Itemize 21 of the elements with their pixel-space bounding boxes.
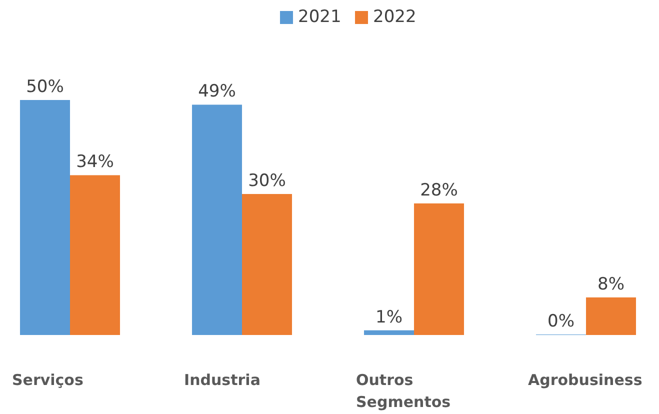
x-tick-label: Agrobusiness xyxy=(528,371,642,389)
x-tick-label: Serviços xyxy=(12,371,84,389)
data-label: 50% xyxy=(26,77,64,97)
data-label: 0% xyxy=(548,312,574,332)
bar xyxy=(364,330,414,335)
data-label: 1% xyxy=(376,307,402,328)
bar xyxy=(192,104,242,335)
data-label: 8% xyxy=(598,274,624,294)
data-label: 34% xyxy=(76,152,114,172)
data-label: 49% xyxy=(198,82,236,102)
bar xyxy=(586,297,636,335)
x-tick-label: Outros Segmentos xyxy=(356,371,451,411)
legend-label: 2021 xyxy=(298,7,342,27)
data-label: 28% xyxy=(420,180,458,200)
bar xyxy=(242,194,292,335)
bar xyxy=(70,175,120,335)
bar xyxy=(20,100,70,335)
data-label: 30% xyxy=(248,171,286,191)
x-tick-label: Industria xyxy=(184,371,260,389)
legend-label: 2022 xyxy=(373,7,416,27)
bar xyxy=(414,203,464,335)
